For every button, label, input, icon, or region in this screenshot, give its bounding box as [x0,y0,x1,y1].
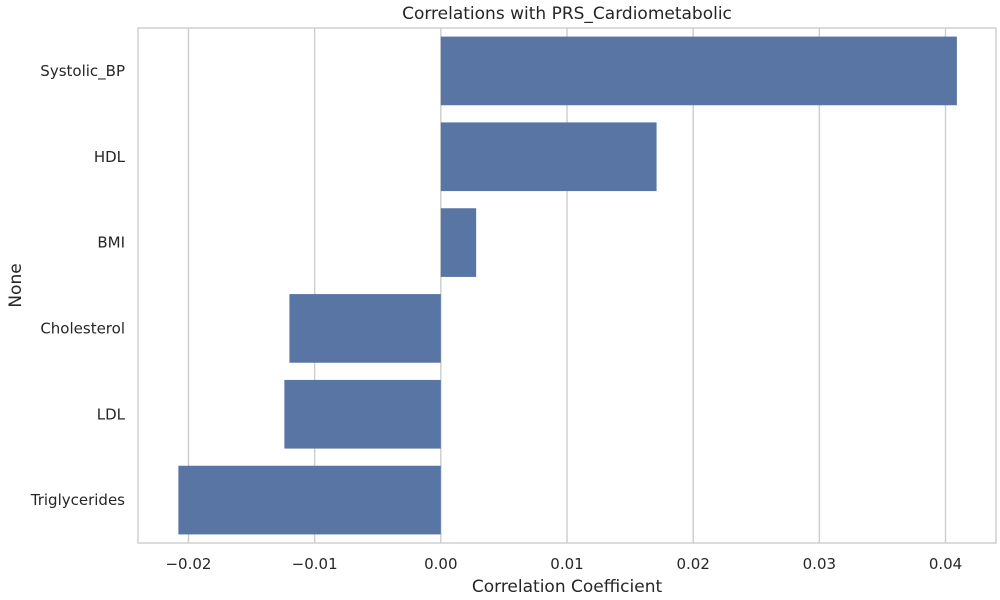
x-tick-label: −0.01 [292,555,338,573]
grid [187,28,947,543]
x-tick-label: 0.00 [424,555,457,573]
y-tick-label: Triglycerides [30,491,125,509]
chart-title: Correlations with PRS_Cardiometabolic [402,4,732,24]
y-tick-label: HDL [94,148,126,166]
y-axis-label: None [6,263,26,307]
bars [178,36,957,535]
bar-bmi [440,208,477,277]
bar-systolic-bp [440,36,957,106]
y-tick-label: Systolic_BP [40,62,125,81]
x-tick-label: 0.01 [550,555,583,573]
bar-ldl [284,379,441,449]
bar-hdl [440,122,657,192]
y-tick-labels: Systolic_BP HDL BMI Cholesterol LDL Triglycer… [30,62,126,509]
y-tick-label: BMI [97,234,125,252]
x-tick-label: 0.03 [803,555,836,573]
plot-frame [137,27,997,544]
x-tick-label: 0.04 [929,555,962,573]
x-tick-label: 0.02 [676,555,709,573]
x-tick-label: −0.02 [165,555,211,573]
y-tick-label: Cholesterol [40,319,125,337]
x-axis-label: Correlation Coefficient [472,577,663,597]
bar-cholesterol [289,294,441,363]
x-tick-labels: −0.02 −0.01 0.00 0.01 0.02 0.03 0.04 [165,555,962,573]
bar-triglycerides [178,465,441,535]
y-tick-label: LDL [97,405,126,423]
